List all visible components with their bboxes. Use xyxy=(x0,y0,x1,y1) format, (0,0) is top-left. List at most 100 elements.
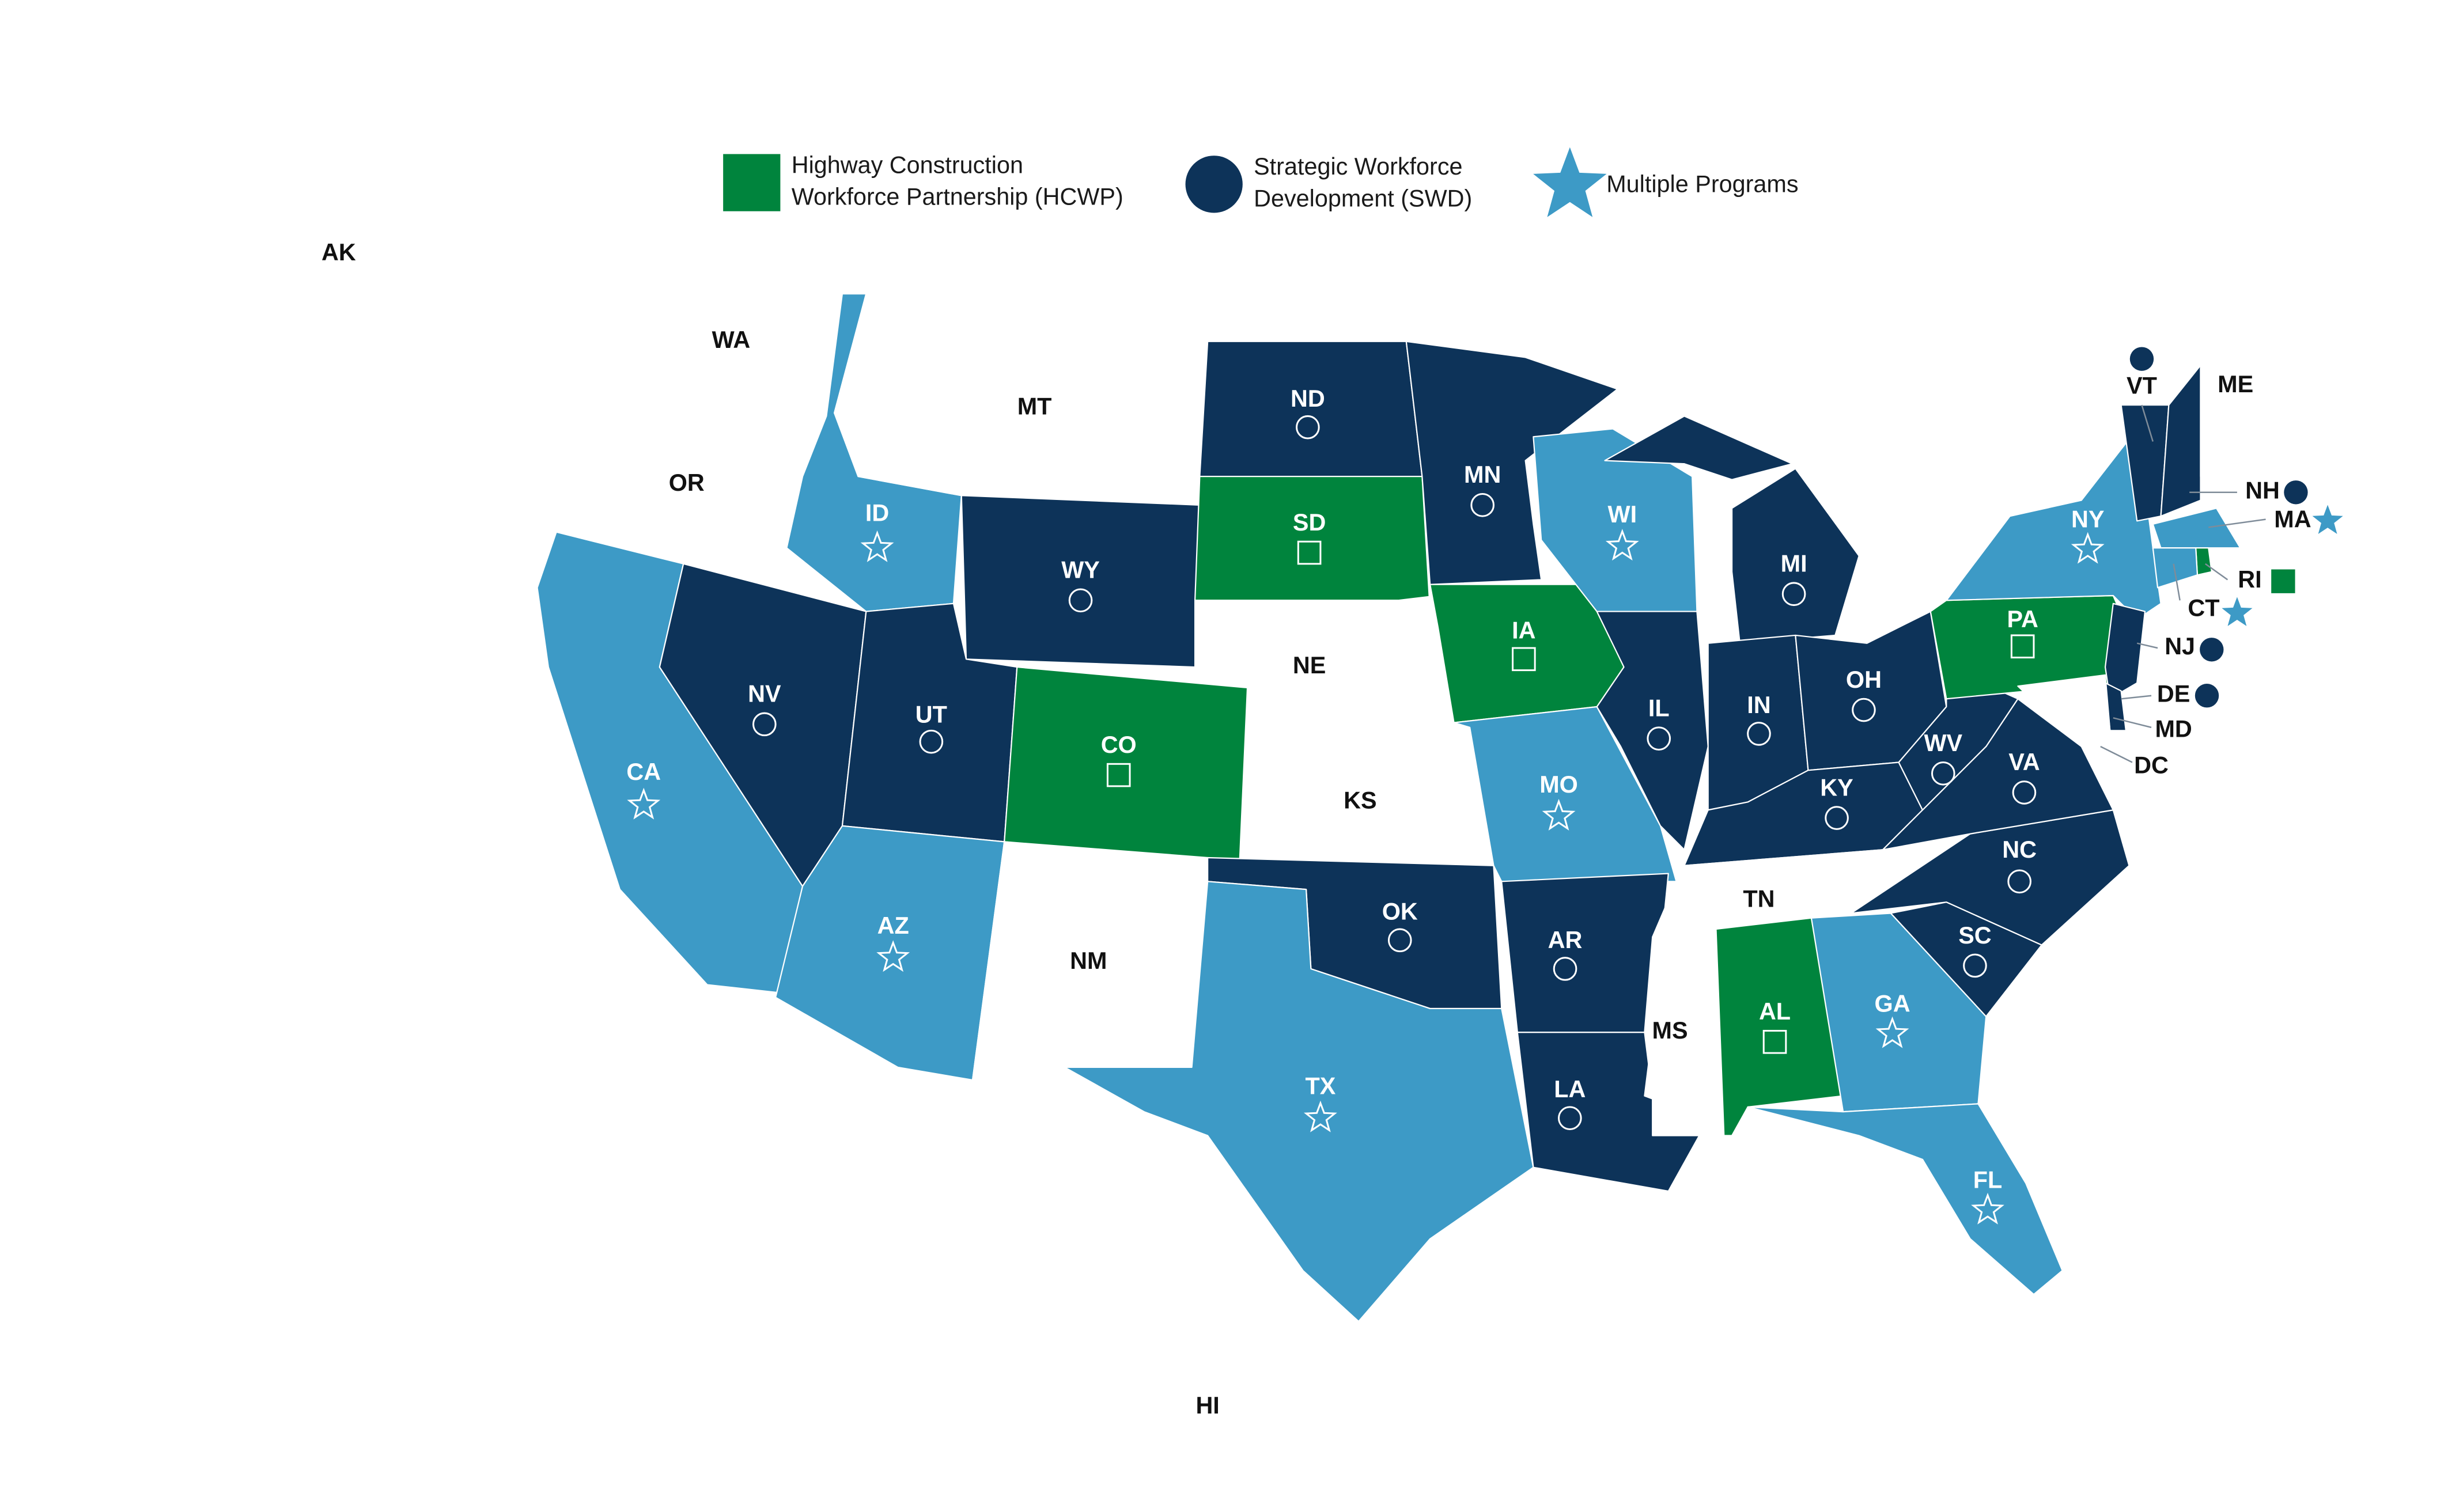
program-marker xyxy=(1971,1192,2004,1225)
legend-label: Development (SWD) xyxy=(1254,185,1472,211)
state-label: NH xyxy=(2245,478,2280,504)
state-shape xyxy=(2200,285,2289,478)
program-marker xyxy=(1605,529,1639,561)
state-shape xyxy=(1207,1349,1234,1367)
program-marker xyxy=(723,154,781,211)
program-marker xyxy=(1875,1016,1909,1048)
state-shape xyxy=(1810,912,1987,1113)
program-marker xyxy=(1762,1030,1787,1054)
state-label: WV xyxy=(1924,730,1962,756)
state-shape xyxy=(1038,1311,1062,1332)
leader-line xyxy=(2141,404,2154,442)
legend-label: Workforce Partnership (HCWP) xyxy=(792,184,1123,210)
program-marker xyxy=(1647,726,1671,751)
state-label: IL xyxy=(1648,695,1670,721)
state-shape xyxy=(1064,881,1534,1322)
state-label: FL xyxy=(1973,1166,2003,1193)
legend: Highway Construction Workforce Partnershi… xyxy=(723,147,1799,217)
state-label: ME xyxy=(2218,371,2253,397)
state-label: AL xyxy=(1759,998,1791,1025)
state-label: DE xyxy=(2157,681,2190,707)
state-label: IN xyxy=(1747,692,1770,718)
state-shape xyxy=(2160,365,2201,517)
program-marker xyxy=(2284,480,2308,505)
legend-label: Highway Construction xyxy=(792,151,1023,178)
program-marker xyxy=(1553,957,1577,981)
state-label: NJ xyxy=(2165,633,2195,660)
program-marker xyxy=(2012,780,2037,805)
program-marker xyxy=(2129,347,2154,371)
state-label: CA xyxy=(626,759,661,785)
state-shape xyxy=(2195,547,2212,576)
state-shape xyxy=(1172,1343,1199,1361)
program-marker xyxy=(2222,597,2253,626)
program-marker xyxy=(2195,684,2219,708)
program-marker xyxy=(919,729,944,754)
state-label: MT xyxy=(1017,393,1052,420)
program-marker xyxy=(1106,763,1131,787)
program-marker xyxy=(1963,953,1987,978)
state-label: MO xyxy=(1539,771,1578,798)
state-shape xyxy=(1004,666,1248,866)
program-marker xyxy=(1747,722,1771,746)
legend-label: Multiple Programs xyxy=(1606,171,1798,198)
state-label: TN xyxy=(1743,885,1775,912)
state-shape xyxy=(1118,1324,1148,1346)
program-marker xyxy=(1304,1100,1337,1132)
state-label: RI xyxy=(2238,566,2261,593)
program-marker xyxy=(1068,588,1093,613)
state-label: MI xyxy=(1781,551,1807,577)
program-marker xyxy=(1852,698,1876,722)
state-label: AK xyxy=(321,239,356,266)
program-marker xyxy=(1296,415,1320,439)
state-label: GA xyxy=(1875,990,1910,1017)
state-label: AZ xyxy=(877,912,909,939)
state-label: WI xyxy=(1608,501,1637,528)
state-shape xyxy=(2104,602,2146,700)
state-shape xyxy=(1405,340,1618,585)
state-label: VA xyxy=(2008,749,2040,775)
program-marker xyxy=(860,530,894,562)
state-label: NV xyxy=(748,681,781,707)
state-label: WA xyxy=(712,327,751,353)
state-shape xyxy=(1898,666,2019,811)
labels: AK HI WA OR CA NV ID MT WY UT AZ CO NM ND SD NE KS OK TX MN… xyxy=(321,239,2343,1419)
state-shape xyxy=(1596,611,1709,851)
leader-line xyxy=(2136,642,2158,649)
program-marker xyxy=(2007,869,2031,894)
state-label: MA xyxy=(2274,506,2311,532)
state-label: SC xyxy=(1958,922,1991,949)
legend-label: Strategic Workforce xyxy=(1254,153,1462,180)
state-label: OK xyxy=(1382,898,1418,924)
states xyxy=(155,142,2289,1438)
program-marker xyxy=(1825,806,1849,830)
state-label: NY xyxy=(2071,506,2104,532)
state-label: CT xyxy=(2188,595,2219,622)
state-label: LA xyxy=(1554,1076,1586,1102)
program-marker xyxy=(2071,532,2105,564)
state-label: KS xyxy=(1344,787,1376,813)
program-marker xyxy=(752,712,777,737)
state-label: WY xyxy=(1061,557,1100,583)
program-marker xyxy=(1297,540,1322,565)
state-label: ID xyxy=(865,499,889,526)
state-label: NC xyxy=(2002,836,2037,863)
state-shape xyxy=(1194,476,1431,612)
program-marker xyxy=(1387,928,1412,953)
program-marker xyxy=(1931,761,1955,786)
program-marker xyxy=(2010,634,2035,659)
state-label: SD xyxy=(1293,509,1326,536)
state-label: DC xyxy=(2134,752,2169,779)
state-label: KY xyxy=(1820,774,1853,801)
program-marker xyxy=(2312,505,2343,534)
program-marker xyxy=(1185,156,1243,213)
state-label: AR xyxy=(1548,927,1583,953)
leader-line xyxy=(2173,563,2181,601)
state-label: ND xyxy=(1291,385,1325,412)
state-shape xyxy=(155,142,553,474)
state-label: MN xyxy=(1464,461,1501,488)
state-label: OR xyxy=(669,469,705,496)
program-marker xyxy=(2200,638,2224,662)
